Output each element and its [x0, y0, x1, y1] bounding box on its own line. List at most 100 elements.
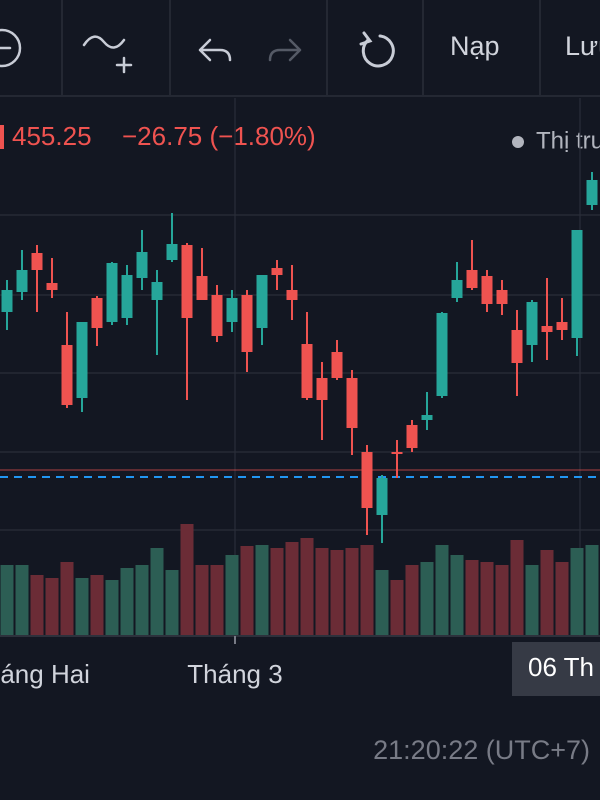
candle-body	[241, 295, 253, 352]
candle-body	[451, 280, 463, 298]
candle-body	[436, 313, 448, 396]
volume-bar	[555, 562, 569, 635]
status-dot	[512, 136, 524, 148]
candle-body	[136, 252, 148, 278]
candle-body	[46, 283, 58, 290]
volume-bar	[390, 580, 404, 635]
volume-bar	[450, 555, 464, 635]
candle-body	[496, 290, 508, 304]
candle-body	[226, 298, 238, 322]
volume-bar	[330, 550, 344, 635]
candle-body	[31, 253, 43, 270]
candle-body	[211, 295, 223, 336]
crosshair-label-box	[512, 642, 600, 696]
volume-bar	[375, 570, 389, 635]
candle-body	[346, 378, 358, 428]
price-marker	[0, 125, 4, 149]
volume-bar	[105, 580, 119, 635]
volume-bar	[120, 568, 134, 635]
indicator-icon[interactable]	[82, 35, 126, 49]
candle-body	[376, 478, 388, 515]
volume-bar	[570, 548, 584, 635]
candle-body	[166, 244, 178, 260]
volume-bar	[345, 548, 359, 635]
clock: 21:20:22 (UTC+7)	[373, 735, 590, 765]
candle-body	[331, 352, 343, 378]
candle-body	[361, 452, 373, 508]
candle-body	[301, 344, 313, 398]
candle-body	[556, 322, 568, 330]
candle-body	[526, 302, 538, 345]
volume-bar	[540, 550, 554, 635]
candle-body	[151, 282, 163, 300]
volume-bar	[525, 565, 539, 635]
candle-body	[16, 270, 28, 292]
header-change: −26.75 (−1.80%)	[122, 121, 316, 151]
volume-bar	[135, 565, 149, 635]
volume-bar	[210, 565, 224, 635]
volume-bar	[405, 565, 419, 635]
crosshair-label: 06 Th	[528, 652, 594, 682]
candle-body	[61, 345, 73, 405]
undo-icon[interactable]	[198, 38, 232, 62]
candle-body	[586, 180, 598, 205]
volume-bar	[495, 565, 509, 635]
reload-button[interactable]: Nạp	[450, 31, 500, 61]
candle-body	[316, 378, 328, 400]
volume-bar	[315, 548, 329, 635]
toolbar	[0, 28, 395, 74]
x-label: Tháng 3	[187, 659, 282, 689]
volume-bar	[180, 524, 194, 635]
candle-body	[76, 322, 88, 398]
zoom-icon[interactable]	[0, 28, 22, 68]
volume-bar	[420, 562, 434, 635]
volume-bar	[285, 542, 299, 635]
candle-body	[466, 270, 478, 288]
volume-bar	[480, 562, 494, 635]
candle-body	[181, 245, 193, 318]
volume-bar	[90, 575, 104, 635]
volume-bar	[0, 565, 14, 635]
volume-bar	[15, 565, 29, 635]
candle-body	[421, 415, 433, 420]
redo-icon[interactable]	[268, 38, 302, 62]
volume-bar	[165, 570, 179, 635]
volume-bar	[510, 540, 524, 635]
x-label: Tháng Hai	[0, 659, 90, 689]
volume-bar	[30, 575, 44, 635]
volume-bar	[240, 546, 254, 635]
volume-bar	[360, 545, 374, 635]
candle-body	[286, 290, 298, 300]
volume-bar	[195, 565, 209, 635]
candle-body	[196, 276, 208, 300]
toolbar-dividers	[0, 0, 600, 97]
candle-body	[256, 275, 268, 328]
candle-body	[91, 298, 103, 328]
candle-body	[511, 330, 523, 363]
volume-bar	[150, 548, 164, 635]
market-status: Thị trường	[536, 127, 600, 154]
header-price: 455.25	[12, 121, 92, 151]
volume-bar	[585, 545, 599, 635]
candle-body	[391, 452, 403, 454]
candle-body	[1, 290, 13, 312]
volume-bar	[45, 578, 59, 635]
reset-icon[interactable]	[361, 34, 395, 68]
candle-body	[571, 230, 583, 338]
candle-body	[271, 268, 283, 275]
candle-body	[541, 326, 553, 332]
volume-bar	[255, 545, 269, 635]
plot	[0, 98, 600, 636]
volume-bar	[225, 555, 239, 635]
candle-body	[121, 275, 133, 318]
volume-bar	[300, 538, 314, 635]
candle-body	[481, 276, 493, 304]
save-button[interactable]: Lưu	[565, 31, 600, 61]
volume-bar	[75, 578, 89, 635]
volume-bar	[60, 562, 74, 635]
volume-bar	[465, 560, 479, 635]
volume-bar	[270, 548, 284, 635]
reset-icon-arrow	[359, 31, 373, 46]
